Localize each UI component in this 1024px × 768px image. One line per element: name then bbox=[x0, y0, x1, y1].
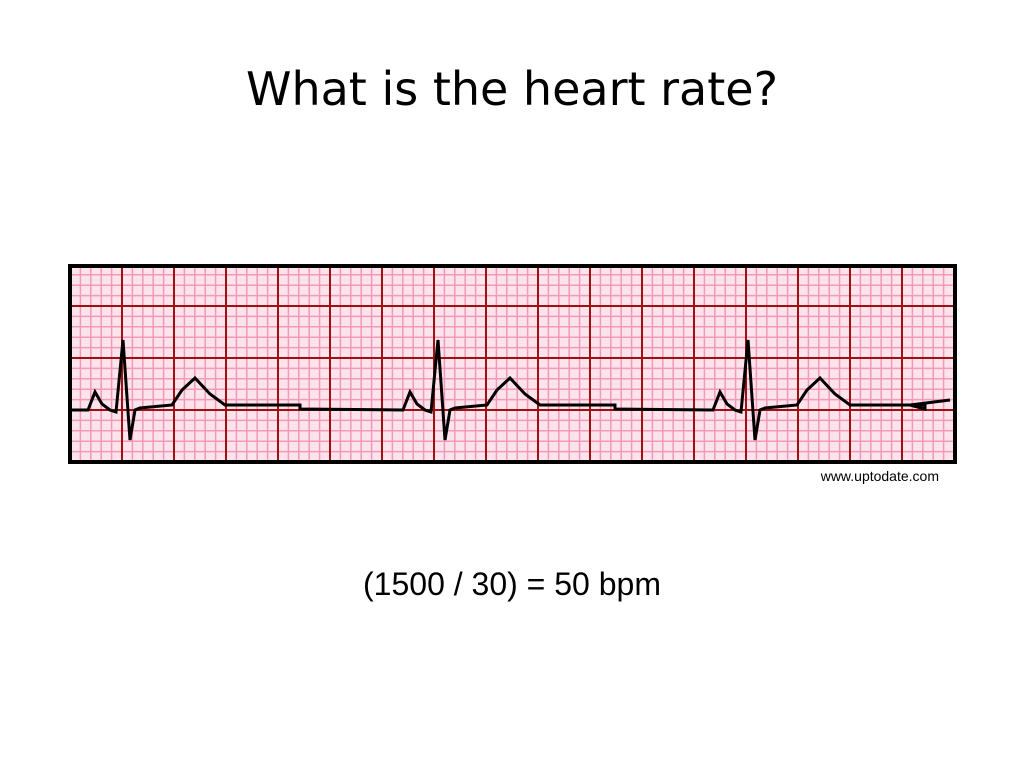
slide-caption: (1500 / 30) = 50 bpm bbox=[363, 566, 661, 602]
ecg-paper bbox=[70, 266, 955, 462]
ecg-grid-major bbox=[69, 266, 955, 463]
slide-title: What is the heart rate? bbox=[245, 62, 779, 116]
ecg-trace bbox=[72, 339, 951, 441]
ecg-frame bbox=[68, 264, 957, 464]
image-source: www.uptodate.com bbox=[820, 468, 939, 484]
ecg-grid-minor bbox=[70, 266, 955, 462]
